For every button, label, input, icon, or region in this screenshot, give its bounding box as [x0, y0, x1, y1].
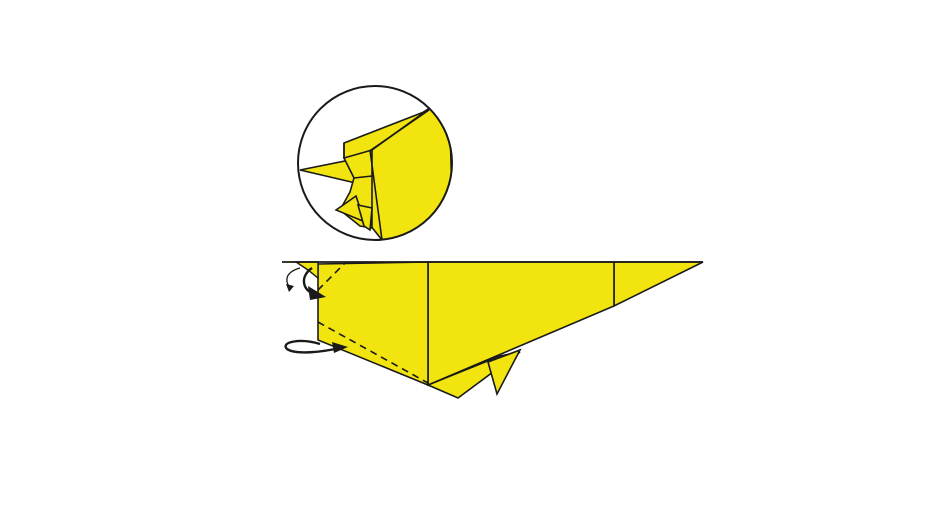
- fold-arrow-top: [286, 267, 326, 300]
- detail-circle-outline: [297, 85, 453, 241]
- turn-over-arrow-loop: [284, 339, 341, 354]
- detail-crease-2: [371, 102, 438, 151]
- model-left-panel: [317, 261, 429, 387]
- model-center-panel: [427, 261, 615, 387]
- turn-over-arrow-head: [332, 342, 348, 353]
- folded-paper-model: [282, 261, 704, 399]
- valley-fold-top-corner: [317, 261, 347, 291]
- model-foot: [487, 348, 522, 397]
- detail-crease-1: [369, 149, 383, 240]
- fold-arrow-bold-head: [308, 286, 326, 300]
- detail-lower-tab: [356, 203, 373, 232]
- detail-crease-4: [353, 175, 373, 179]
- valley-fold-bottom-edge: [317, 321, 429, 384]
- detail-paper-group: [299, 101, 452, 240]
- model-corner-piece: [293, 261, 319, 280]
- turn-over-arrow-bottom: [284, 339, 348, 354]
- detail-main-flap: [369, 101, 452, 240]
- fold-arrow-small-head: [286, 284, 294, 292]
- model-tail-point: [613, 261, 704, 308]
- magnified-detail-circle: [297, 85, 453, 241]
